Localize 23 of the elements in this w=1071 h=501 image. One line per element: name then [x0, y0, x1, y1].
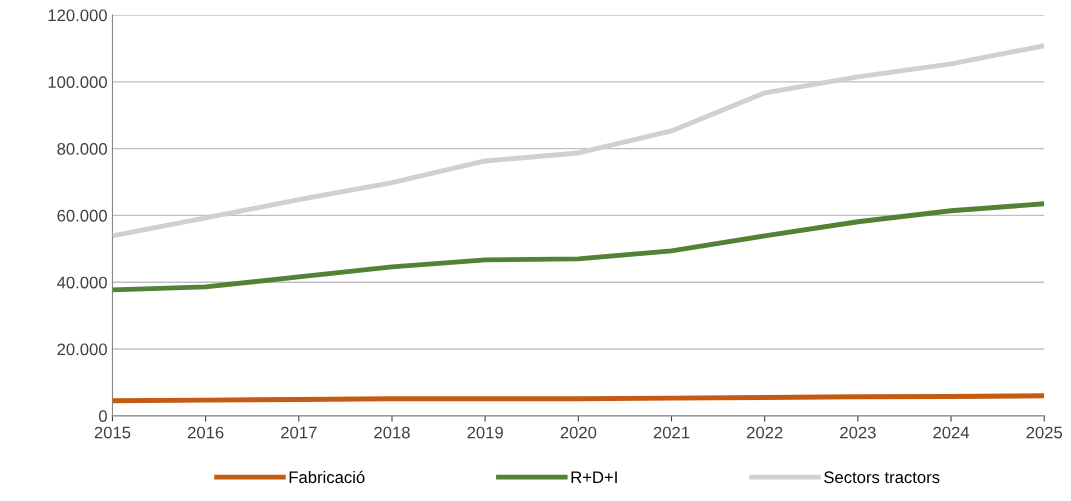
y-tick-label: 20.000 [57, 343, 107, 356]
x-tick-label: 2019 [467, 426, 503, 439]
y-tick-label: 40.000 [57, 276, 107, 289]
legend-label: R+D+I [571, 471, 617, 483]
y-tick-label: 0 [98, 410, 107, 423]
y-tick-label: 100.000 [48, 76, 107, 89]
x-tick-label: 2022 [747, 426, 783, 439]
x-tick-label: 2021 [653, 426, 690, 439]
y-tick-label: 60.000 [57, 209, 107, 222]
line-series [112, 201, 1045, 293]
x-tick-label: 2016 [187, 426, 224, 439]
x-tick-label: 2020 [560, 426, 597, 439]
legend-label: Fabricació [289, 470, 365, 484]
x-tick-label: 2015 [94, 426, 131, 439]
legend-label: Sectors tractors [824, 471, 940, 484]
x-tick-label: 2023 [840, 426, 876, 439]
x-tick-label: 2024 [933, 426, 970, 439]
y-tick-label: 80.000 [57, 143, 107, 155]
y-tick-label: 120.000 [48, 9, 107, 22]
x-tick-label: 2025 [1026, 426, 1063, 439]
line-series [112, 43, 1045, 239]
x-tick-label: 2017 [281, 426, 317, 439]
x-tick-label: 2018 [374, 426, 410, 439]
